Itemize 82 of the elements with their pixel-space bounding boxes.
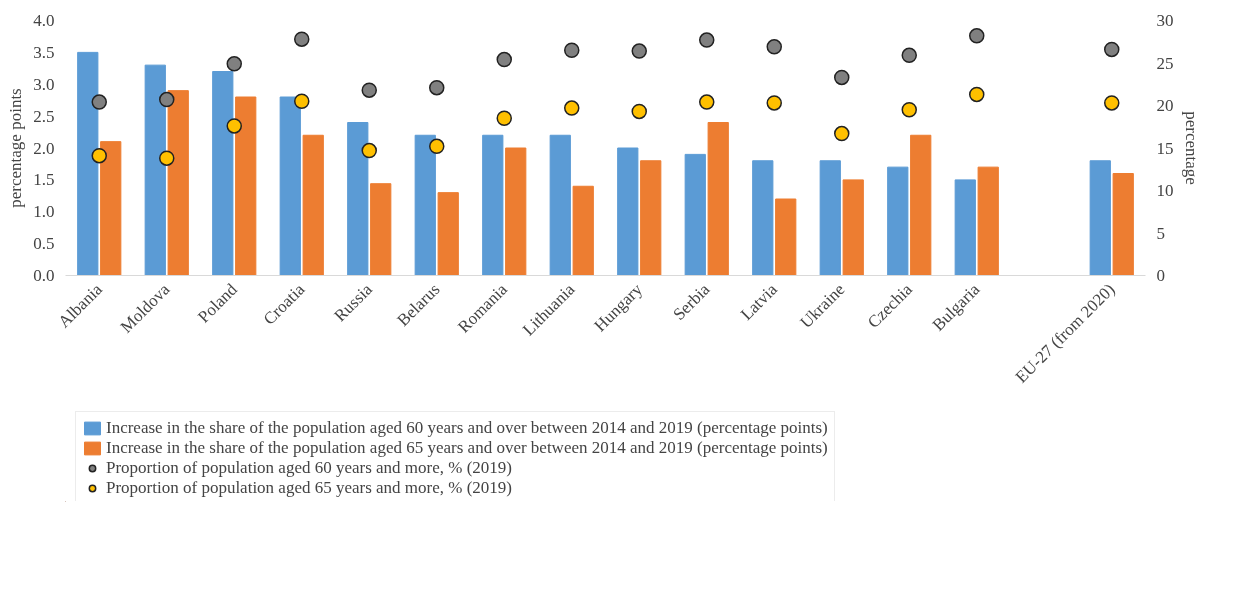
point [631, 43, 647, 59]
point [564, 42, 580, 58]
bar [370, 183, 392, 276]
bar [279, 96, 301, 276]
legend-label: Increase in the share of the population aged 60 years and over between 2014 and 2019 (percentage points) [106, 418, 828, 438]
point [564, 100, 580, 116]
y-tick-label: 0.0 [33, 266, 55, 285]
point [766, 39, 782, 55]
point [294, 31, 310, 47]
point [226, 118, 242, 134]
point [91, 94, 107, 110]
y2-axis-title: percentage [1181, 111, 1201, 185]
point [429, 138, 445, 155]
point [834, 125, 850, 142]
point [159, 91, 175, 108]
bar [1112, 173, 1134, 276]
y-tick-label: 1.0 [33, 202, 55, 222]
y-tick-label: 3.5 [33, 42, 55, 62]
bar [617, 147, 639, 276]
bar [505, 147, 527, 276]
point [294, 93, 310, 109]
bar [437, 192, 459, 276]
bar [482, 134, 504, 276]
y-tick-label: 0.5 [33, 234, 55, 254]
bar [347, 122, 369, 276]
y-tick-label: 2.5 [33, 106, 55, 126]
bar [549, 134, 571, 276]
bar [235, 96, 257, 276]
point [1104, 41, 1120, 58]
y2-tick-label: 15 [1156, 138, 1174, 158]
y-tick-label: 2.0 [33, 138, 55, 158]
point [834, 69, 850, 86]
bar [100, 141, 122, 276]
y2-tick-label: 10 [1156, 181, 1174, 200]
bar [842, 179, 864, 276]
y2-tick-label: 30 [1156, 11, 1174, 30]
point [226, 56, 242, 72]
bar [887, 166, 909, 276]
y-axis-title: percentage points [6, 88, 26, 208]
bar [954, 179, 976, 276]
point [901, 102, 917, 118]
point [969, 28, 985, 44]
y2-tick-label: 0 [1156, 266, 1165, 285]
bar [707, 122, 729, 276]
bar [77, 51, 99, 276]
bar [212, 71, 234, 276]
legend-label: Proportion of population aged 65 years and more, % (2019) [106, 478, 513, 498]
y-tick-label: 4.0 [33, 11, 55, 30]
bar [144, 64, 166, 276]
point [361, 142, 377, 159]
bar [1089, 160, 1111, 276]
bar [752, 160, 774, 276]
legend-label: Proportion of population aged 60 years and more, % (2019) [106, 458, 513, 478]
bar [167, 90, 189, 276]
y-tick-label: 1.5 [33, 170, 55, 190]
point [699, 94, 715, 110]
bar [775, 198, 797, 276]
point [159, 150, 175, 166]
bar [977, 166, 999, 276]
point [496, 110, 512, 126]
point [91, 147, 107, 164]
bar [640, 160, 662, 276]
bar [414, 134, 436, 276]
y-tick-label: 3.0 [33, 74, 55, 94]
point [361, 82, 377, 98]
point [766, 95, 782, 111]
point [496, 51, 512, 68]
bar [572, 185, 594, 276]
bar [819, 160, 841, 276]
bar [302, 134, 324, 276]
point [901, 47, 917, 64]
legend-label: Increase in the share of the population aged 65 years and over between 2014 and 2019 (percentage points) [106, 438, 828, 458]
y2-tick-label: 20 [1156, 96, 1174, 115]
point [429, 79, 445, 96]
point [631, 103, 647, 120]
bar [684, 153, 706, 276]
point [969, 86, 985, 103]
y2-tick-label: 25 [1156, 53, 1174, 73]
point [1104, 95, 1120, 111]
point [699, 32, 715, 48]
bar [910, 134, 932, 276]
y2-tick-label: 5 [1156, 223, 1165, 243]
